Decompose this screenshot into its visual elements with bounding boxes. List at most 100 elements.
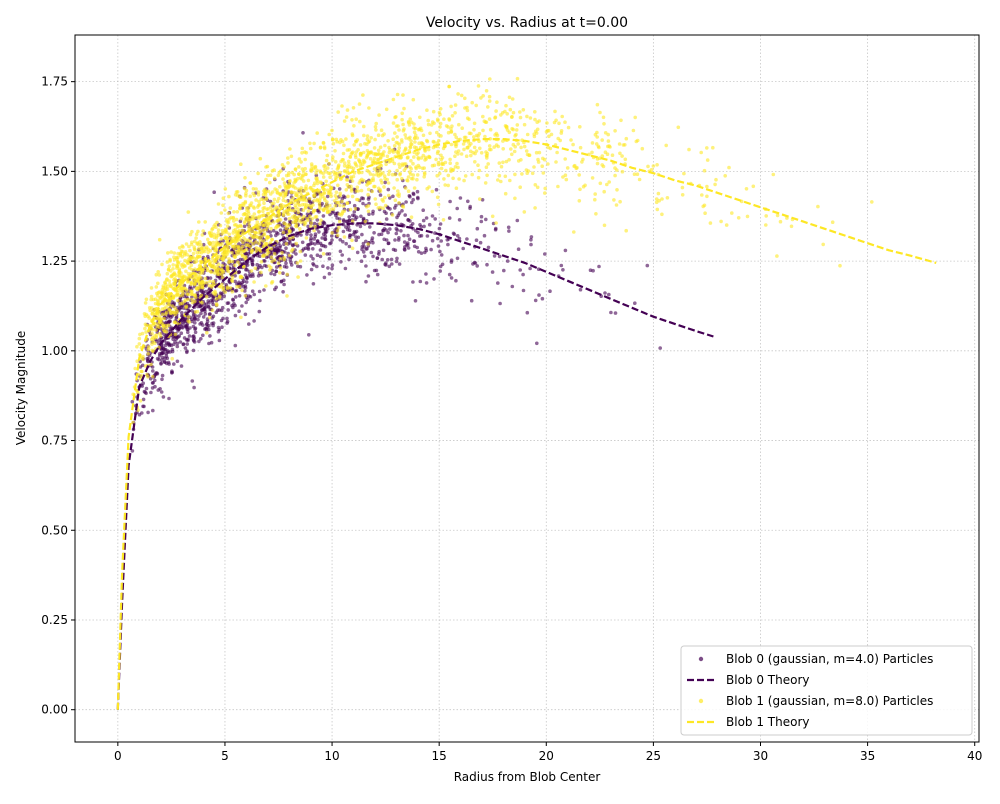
scatter-point <box>368 172 373 176</box>
scatter-point <box>406 175 411 179</box>
scatter-point <box>443 160 448 165</box>
scatter-point <box>602 189 606 194</box>
scatter-point <box>334 196 339 200</box>
scatter-point <box>507 158 511 162</box>
scatter-point <box>303 206 308 210</box>
scatter-point <box>288 236 292 241</box>
scatter-point <box>220 275 225 280</box>
scatter-point <box>161 355 165 360</box>
scatter-point <box>252 292 256 297</box>
scatter-point <box>344 188 349 192</box>
scatter-point <box>446 242 450 247</box>
scatter-point <box>321 171 326 176</box>
scatter-point <box>174 337 178 341</box>
scatter-point <box>380 197 385 202</box>
scatter-point <box>197 339 201 344</box>
scatter-point <box>230 259 235 264</box>
scatter-point <box>352 229 357 234</box>
scatter-point <box>348 155 353 159</box>
scatter-point <box>515 76 520 81</box>
scatter-point <box>522 210 527 214</box>
scatter-point <box>601 164 606 169</box>
scatter-point <box>180 301 184 306</box>
scatter-point <box>400 209 404 213</box>
scatter-point <box>319 181 324 185</box>
scatter-point <box>619 118 623 123</box>
scatter-point <box>533 183 538 187</box>
scatter-point <box>327 271 332 276</box>
scatter-point <box>526 169 531 173</box>
scatter-point <box>177 246 182 250</box>
scatter-point <box>189 263 194 268</box>
scatter-point <box>287 204 292 209</box>
scatter-point <box>172 251 177 255</box>
scatter-point <box>309 236 313 240</box>
scatter-point <box>269 271 273 276</box>
scatter-point <box>271 228 276 233</box>
scatter-point <box>406 189 411 193</box>
scatter-point <box>247 294 251 298</box>
scatter-point <box>254 249 259 253</box>
scatter-point <box>330 231 334 235</box>
scatter-point <box>438 125 442 129</box>
scatter-point <box>366 150 371 155</box>
scatter-point <box>430 238 435 243</box>
scatter-point <box>296 207 300 211</box>
scatter-point <box>166 323 171 328</box>
scatter-point <box>269 247 274 251</box>
scatter-point <box>409 142 413 146</box>
scatter-point <box>144 386 149 391</box>
scatter-point <box>367 106 371 110</box>
scatter-point <box>624 136 629 141</box>
scatter-point <box>170 370 174 375</box>
scatter-point <box>435 236 440 241</box>
scatter-point <box>355 197 359 202</box>
scatter-point <box>395 168 399 173</box>
scatter-point <box>257 289 262 294</box>
scatter-point <box>275 219 279 223</box>
scatter-point <box>167 396 171 401</box>
scatter-point <box>438 249 442 254</box>
scatter-point <box>282 255 286 260</box>
scatter-point <box>516 247 521 251</box>
scatter-point <box>275 256 279 260</box>
scatter-point <box>138 365 143 369</box>
scatter-point <box>260 265 264 270</box>
scatter-point <box>425 108 429 112</box>
scatter-point <box>687 147 691 152</box>
scatter-point <box>261 213 266 218</box>
scatter-point <box>296 264 300 269</box>
scatter-point <box>561 268 565 272</box>
scatter-point <box>552 120 557 125</box>
scatter-point <box>211 279 216 284</box>
scatter-point <box>264 197 269 202</box>
scatter-point <box>227 217 232 221</box>
scatter-point <box>480 198 485 202</box>
scatter-point <box>282 181 287 185</box>
scatter-point <box>304 184 308 188</box>
scatter-point <box>546 162 550 166</box>
scatter-point <box>518 185 522 189</box>
scatter-point <box>549 132 554 137</box>
scatter-point <box>401 93 405 97</box>
scatter-point <box>274 230 279 235</box>
scatter-point <box>306 178 311 183</box>
scatter-point <box>271 220 276 224</box>
x-tick-label: 25 <box>646 749 661 763</box>
scatter-point <box>563 120 567 124</box>
scatter-point <box>640 146 645 151</box>
scatter-point <box>189 242 194 247</box>
scatter-point <box>196 317 200 322</box>
scatter-point <box>660 212 664 217</box>
scatter-point <box>341 151 346 156</box>
scatter-point <box>225 224 230 228</box>
scatter-point <box>138 332 142 337</box>
scatter-point <box>183 286 187 291</box>
scatter-point <box>325 194 330 199</box>
scatter-point <box>533 110 537 114</box>
scatter-point <box>302 202 307 207</box>
scatter-point <box>400 176 404 181</box>
scatter-point <box>373 125 378 129</box>
scatter-point <box>192 340 197 344</box>
scatter-point <box>182 253 187 257</box>
